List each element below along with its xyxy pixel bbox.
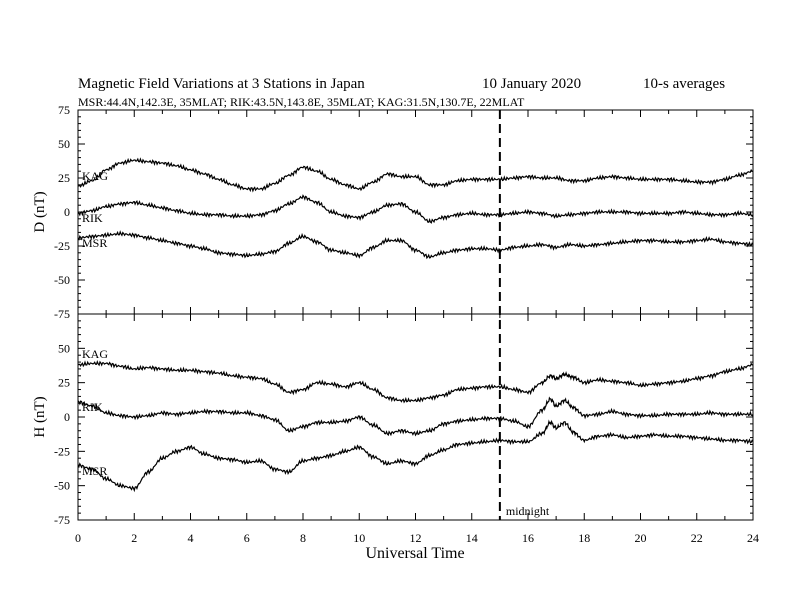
panel-h-traces: KAG RIK MSR	[77, 347, 754, 493]
series-label-msr: MSR	[82, 236, 107, 250]
panel-h-x-ticks	[77, 314, 754, 520]
y-tick-label: -25	[54, 239, 70, 253]
x-tick-label: 24	[747, 531, 759, 545]
x-tick-label: 4	[188, 531, 194, 545]
x-tick-label: 20	[635, 531, 647, 545]
x-tick-label: 0	[75, 531, 81, 545]
midnight-label: midnight	[506, 504, 550, 518]
y-tick-label: 25	[58, 171, 70, 185]
series-label-rik: RIK	[82, 400, 103, 414]
x-tick-label: 2	[131, 531, 137, 545]
panel-d: 75 50 25 0 -25 -50 -75 KAG RIK MSR D (nT)	[32, 103, 754, 321]
series-line-rik	[77, 396, 754, 437]
x-tick-label: 14	[466, 531, 478, 545]
panel-d-y-ticks: 75 50 25 0 -25 -50 -75	[54, 103, 753, 321]
figure-title: Magnetic Field Variations at 3 Stations …	[78, 76, 365, 92]
series-line-msr	[77, 419, 754, 493]
panel-h-frame	[77, 313, 754, 521]
panel-h-ylabel: H (nT)	[32, 396, 48, 437]
x-axis-label: Universal Time	[365, 545, 464, 562]
figure-date: 10 January 2020	[482, 76, 581, 92]
series-label-kag: KAG	[82, 347, 108, 361]
series-label-kag: KAG	[82, 169, 108, 183]
series-line-kag	[77, 157, 754, 193]
panel-h-y-ticks: 50 25 0 -25 -50 -75	[54, 313, 753, 527]
x-tick-label: 18	[578, 531, 590, 545]
y-tick-label: -75	[54, 307, 70, 321]
y-tick-label: 50	[58, 137, 70, 151]
figure-averaging: 10-s averages	[643, 76, 725, 92]
stations-line: MSR:44.4N,142.3E, 35MLAT; RIK:43.5N,143.…	[78, 95, 525, 109]
midnight-marker: midnight	[498, 110, 550, 520]
series-label-msr: MSR	[82, 464, 107, 478]
x-tick-label: 16	[522, 531, 534, 545]
series-line-rik	[77, 194, 754, 224]
y-tick-label: 50	[58, 341, 70, 355]
x-tick-label: 12	[410, 531, 422, 545]
y-tick-label: -75	[54, 513, 70, 527]
y-tick-label: -50	[54, 479, 70, 493]
panel-d-traces: KAG RIK MSR	[77, 157, 754, 260]
y-tick-label: -25	[54, 444, 70, 458]
y-tick-label: 0	[64, 205, 70, 219]
x-tick-label: 8	[300, 531, 306, 545]
y-tick-label: 75	[58, 103, 70, 117]
y-tick-label: 0	[64, 410, 70, 424]
series-line-msr	[77, 230, 754, 260]
y-tick-label: -50	[54, 273, 70, 287]
series-line-kag	[77, 359, 754, 404]
x-tick-label: 10	[353, 531, 365, 545]
x-tick-label: 22	[691, 531, 703, 545]
series-label-rik: RIK	[82, 211, 103, 225]
y-tick-label: 25	[58, 376, 70, 390]
panel-h-x-tick-labels: 0 2 4 6 8 10 12 14 16 18 20 22 24	[75, 531, 759, 545]
panel-d-ylabel: D (nT)	[32, 191, 48, 232]
x-tick-label: 6	[244, 531, 250, 545]
